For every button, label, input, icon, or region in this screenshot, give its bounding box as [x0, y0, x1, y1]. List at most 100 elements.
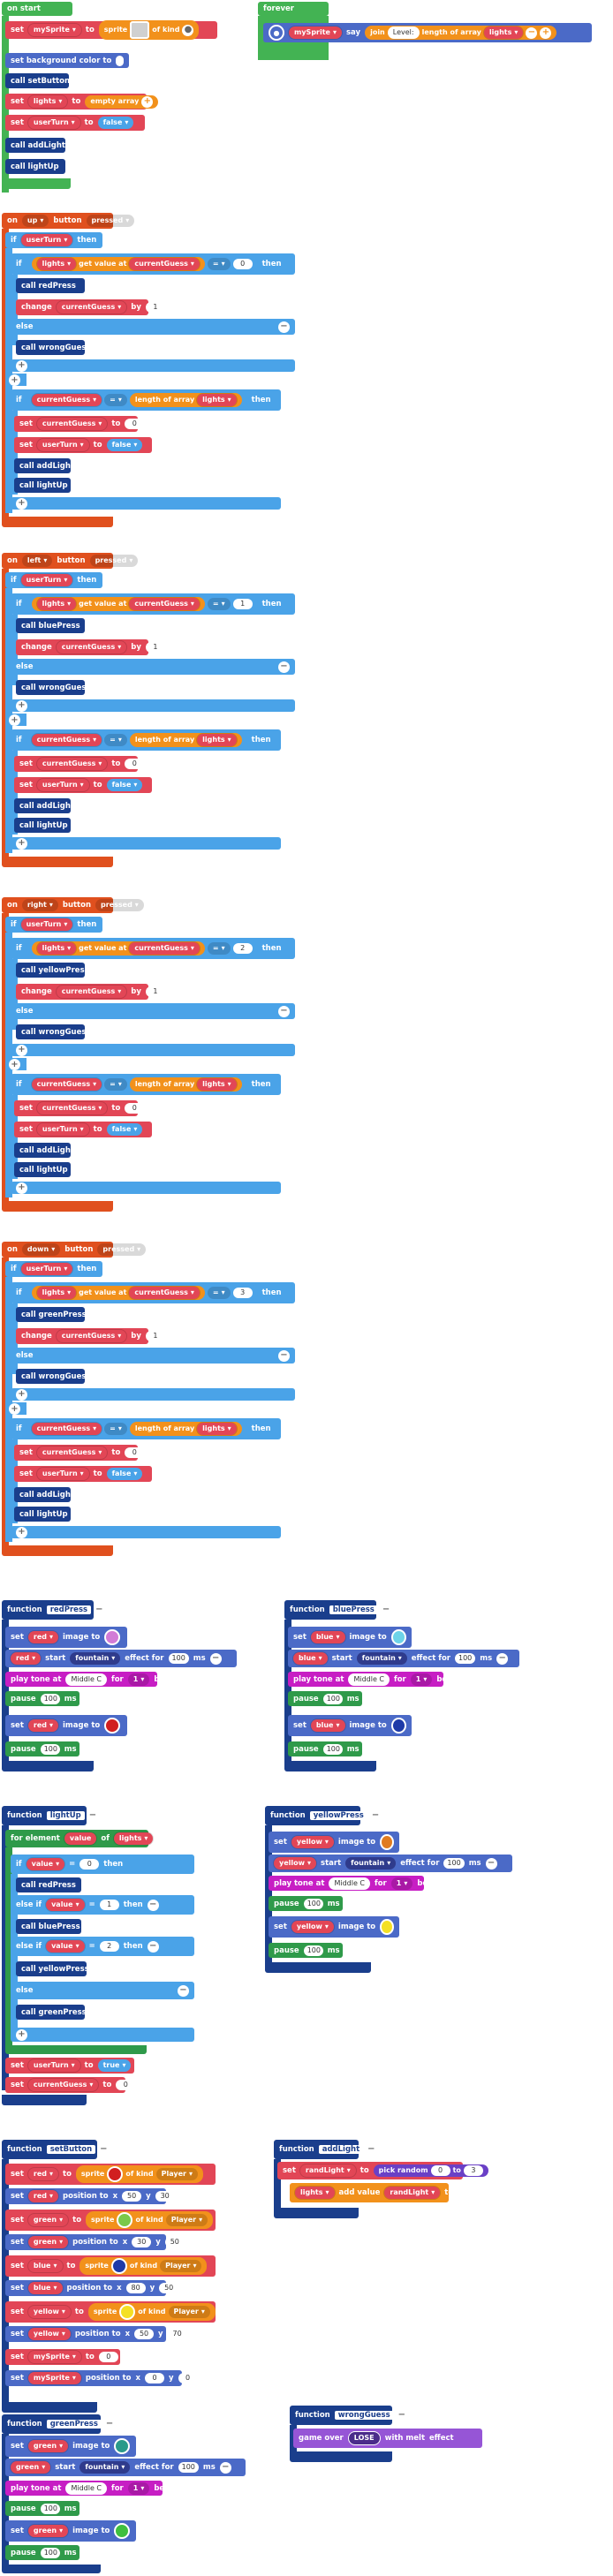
userturn-dropdown[interactable]: userTurn: [27, 117, 80, 129]
beat-dropdown[interactable]: 1: [390, 1877, 413, 1890]
zero-input[interactable]: 0: [125, 759, 145, 769]
add-icon[interactable]: +: [16, 699, 27, 712]
currentguess-dropdown[interactable]: currentGuess: [36, 1447, 108, 1459]
lightup-header[interactable]: function lightUp −: [2, 1806, 97, 1825]
call-wrongguess[interactable]: call wrongGuess: [16, 1369, 91, 1384]
call-lightup[interactable]: call lightUp: [14, 1162, 71, 1177]
blue-play-tone-block[interactable]: play tone at Middle C for 1 beat: [288, 1672, 456, 1687]
compare-two-input[interactable]: 2: [99, 1941, 119, 1952]
color-index-input[interactable]: 1: [232, 599, 253, 609]
sprite-say-block[interactable]: ● mySprite say join Level: length of arr…: [263, 23, 592, 42]
compare-reporter[interactable]: currentGuess = length of array lights: [26, 1076, 247, 1092]
y-input[interactable]: 50: [159, 2283, 179, 2293]
minus-icon[interactable]: −: [105, 2418, 114, 2430]
call-press[interactable]: call redPress: [16, 278, 85, 293]
lightup-call-green[interactable]: call greenPress: [16, 2005, 87, 2020]
sprite-reporter[interactable]: sprite of kind ●: [98, 20, 200, 40]
minus-icon[interactable]: −: [209, 1652, 222, 1665]
lightup-call-red[interactable]: call redPress: [16, 1877, 81, 1892]
x-input[interactable]: 50: [134, 2329, 155, 2339]
lights-dropdown[interactable]: lights: [36, 258, 77, 270]
randlight-dropdown[interactable]: randLight: [384, 2187, 441, 2199]
set-red-image-block[interactable]: set red image to: [5, 1627, 127, 1648]
currentguess-dropdown[interactable]: currentGuess: [36, 758, 108, 770]
userturn-dropdown[interactable]: userTurn: [36, 1123, 89, 1136]
userturn-dropdown[interactable]: userTurn: [27, 2059, 80, 2072]
minus-icon[interactable]: −: [88, 1809, 97, 1822]
teal-image-icon[interactable]: [114, 2438, 131, 2454]
call-addlight-block[interactable]: call addLight: [5, 138, 65, 153]
if-lights-check[interactable]: if lights get value at currentGuess = 3 …: [11, 1282, 295, 1303]
change-currentguess[interactable]: change currentGuess by 1: [16, 299, 165, 315]
set-yellow-sprite[interactable]: set yellow to sprite of kind Player: [5, 2301, 216, 2323]
pause-ms-input[interactable]: 100: [40, 2547, 60, 2558]
add-value-block[interactable]: lights add value randLight to end: [290, 2183, 472, 2202]
blue-dropdown[interactable]: blue: [293, 1652, 328, 1665]
green-dropdown[interactable]: green: [27, 2236, 69, 2248]
color-index-input[interactable]: 2: [232, 943, 253, 954]
set-green-image-block[interactable]: set green image to: [5, 2436, 136, 2457]
blue-pause-block[interactable]: pause 100 ms: [288, 1691, 362, 1706]
set-blue-image-block-2[interactable]: set blue image to: [288, 1715, 412, 1736]
userturn-dropdown[interactable]: userTurn: [36, 779, 89, 791]
yellow-dropdown[interactable]: yellow: [27, 2328, 71, 2340]
lights-dropdown[interactable]: lights: [295, 2187, 335, 2199]
green-pause-block[interactable]: pause 100 ms: [5, 2501, 79, 2516]
else-row[interactable]: else −: [11, 659, 295, 675]
compare-reporter[interactable]: lights get value at currentGuess = 3: [26, 1285, 258, 1301]
length-reporter[interactable]: length of array lights: [129, 1422, 242, 1436]
currentguess-dropdown[interactable]: currentGuess: [129, 1287, 200, 1299]
x-input[interactable]: 80: [125, 2283, 146, 2293]
set-mysprite-block[interactable]: set mySprite to sprite of kind●: [5, 20, 217, 40]
add-icon[interactable]: +: [141, 95, 154, 108]
set-userturn-block[interactable]: set userTurn to false: [5, 115, 145, 131]
forever-header[interactable]: forever: [258, 2, 329, 16]
game-over-block[interactable]: game over LOSE with melt effect: [293, 2429, 482, 2448]
handler-header[interactable]: on left button pressed: [2, 553, 139, 569]
minus-icon[interactable]: −: [95, 1604, 103, 1616]
red-start-effect-block[interactable]: red start fountain effect for 100 ms −: [5, 1650, 237, 1667]
equals-dropdown[interactable]: =: [104, 734, 127, 746]
compare-reporter[interactable]: currentGuess = length of array lights: [26, 732, 247, 748]
setbutton-header[interactable]: function setButton −: [2, 2140, 108, 2159]
kind-dropdown-icon[interactable]: ●: [182, 24, 194, 36]
lightup-else-if-2[interactable]: else if value = 2 then −: [11, 1937, 194, 1956]
call-addlight[interactable]: call addLight: [14, 798, 74, 813]
sprite-reporter[interactable]: sprite of kind Player: [75, 2165, 203, 2183]
red-dropdown[interactable]: red: [27, 2190, 59, 2202]
set-userturn-false[interactable]: set userTurn to false: [14, 777, 152, 793]
call-lightup-block[interactable]: call lightUp: [5, 159, 65, 174]
zero-input[interactable]: 0: [116, 2080, 136, 2090]
equals-dropdown[interactable]: =: [207, 942, 231, 955]
pause-ms-input[interactable]: 100: [40, 1693, 60, 1704]
compare-zero-input[interactable]: 0: [79, 1859, 100, 1870]
set-green-position[interactable]: set green position to x 30 y 50: [5, 2234, 185, 2250]
pick-random-reporter[interactable]: pick random 0 to 3: [373, 2164, 488, 2177]
set-userturn-false[interactable]: set userTurn to false: [14, 437, 152, 453]
minus-icon[interactable]: −: [219, 2461, 231, 2474]
beat-dropdown[interactable]: 1: [127, 2482, 150, 2495]
get-value-reporter[interactable]: lights get value at currentGuess: [31, 941, 205, 956]
greenpress-header[interactable]: function greenPress −: [2, 2414, 114, 2434]
button-dropdown[interactable]: right: [21, 899, 58, 911]
lightup-call-yellow[interactable]: call yellowPress: [16, 1961, 89, 1976]
lights-dropdown[interactable]: lights: [36, 1287, 77, 1299]
yellow-dropdown[interactable]: yellow: [291, 1836, 334, 1848]
lights-dropdown[interactable]: lights: [197, 1423, 237, 1435]
red-play-tone-block[interactable]: play tone at Middle C for 1 beat: [5, 1672, 173, 1687]
effect-ms-input[interactable]: 100: [455, 1653, 476, 1664]
false-dropdown[interactable]: false: [106, 1468, 143, 1480]
set-red-image-block-2[interactable]: set red image to: [5, 1715, 127, 1736]
event-dropdown[interactable]: pressed: [89, 555, 139, 567]
currentguess-dropdown[interactable]: currentGuess: [56, 986, 127, 998]
currentguess-dropdown[interactable]: currentGuess: [129, 598, 200, 610]
get-value-reporter[interactable]: lights get value at currentGuess: [31, 597, 205, 611]
wrongguess-header[interactable]: function wrongGuess −: [290, 2406, 406, 2425]
set-yellow-position[interactable]: set yellow position to x 50 y 70: [5, 2326, 187, 2342]
mysprite-dropdown[interactable]: mySprite: [27, 24, 81, 36]
currentguess-dropdown[interactable]: currentGuess: [36, 418, 108, 430]
add-icon[interactable]: +: [16, 359, 27, 372]
set-userturn-false[interactable]: set userTurn to false: [14, 1466, 152, 1482]
lightup-else[interactable]: else −: [11, 1982, 194, 1999]
function-name-input[interactable]: setButton: [46, 2145, 96, 2154]
